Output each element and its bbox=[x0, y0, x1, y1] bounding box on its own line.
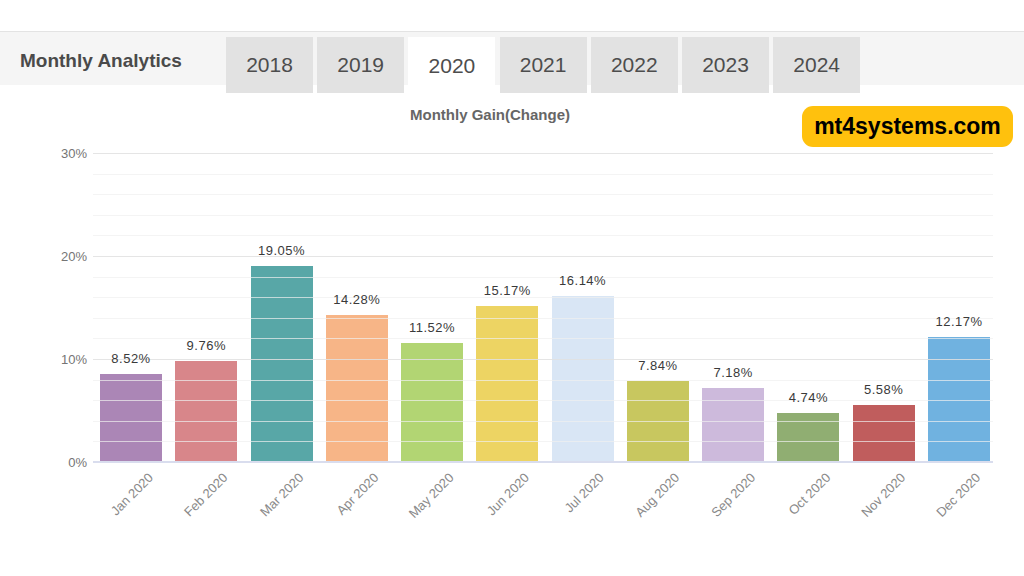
minor-gridline-14pct bbox=[93, 318, 993, 319]
tab-2022[interactable]: 2022 bbox=[591, 37, 678, 93]
value-label-oct-2020: 4.74% bbox=[768, 390, 848, 405]
tab-2024[interactable]: 2024 bbox=[773, 37, 860, 93]
x-axis-tick-apr-2020: Apr 2020 bbox=[334, 470, 382, 518]
bar-apr-2020[interactable] bbox=[326, 315, 388, 462]
major-gridline-10pct bbox=[93, 359, 993, 360]
bar-feb-2020[interactable] bbox=[175, 361, 237, 462]
value-label-jan-2020: 8.52% bbox=[91, 351, 171, 366]
minor-gridline-28pct bbox=[93, 174, 993, 175]
x-axis-tick-sep-2020: Sep 2020 bbox=[708, 470, 758, 520]
y-axis-tick-20%: 20% bbox=[37, 249, 87, 264]
bar-jan-2020[interactable] bbox=[100, 374, 162, 462]
value-label-sep-2020: 7.18% bbox=[693, 365, 773, 380]
major-gridline-30pct bbox=[93, 153, 993, 154]
major-gridline-20pct bbox=[93, 256, 993, 257]
tab-2019[interactable]: 2019 bbox=[317, 37, 404, 93]
x-axis-tick-mar-2020: Mar 2020 bbox=[257, 470, 306, 519]
value-label-mar-2020: 19.05% bbox=[242, 243, 322, 258]
value-label-dec-2020: 12.17% bbox=[919, 314, 999, 329]
minor-gridline-4pct bbox=[93, 421, 993, 422]
minor-gridline-26pct bbox=[93, 194, 993, 195]
bar-jun-2020[interactable] bbox=[476, 306, 538, 462]
value-label-may-2020: 11.52% bbox=[392, 320, 472, 335]
value-label-jul-2020: 16.14% bbox=[543, 273, 623, 288]
x-axis-tick-nov-2020: Nov 2020 bbox=[858, 470, 908, 520]
value-label-jun-2020: 15.17% bbox=[467, 283, 547, 298]
tab-2023[interactable]: 2023 bbox=[682, 37, 769, 93]
minor-gridline-22pct bbox=[93, 235, 993, 236]
minor-gridline-24pct bbox=[93, 215, 993, 216]
tab-2018[interactable]: 2018 bbox=[226, 37, 313, 93]
bar-nov-2020[interactable] bbox=[853, 405, 915, 462]
value-label-nov-2020: 5.58% bbox=[844, 382, 924, 397]
value-label-feb-2020: 9.76% bbox=[166, 338, 246, 353]
x-axis-tick-aug-2020: Aug 2020 bbox=[633, 470, 683, 520]
y-axis-tick-0%: 0% bbox=[37, 455, 87, 470]
watermark-badge[interactable]: mt4systems.com bbox=[802, 106, 1013, 147]
minor-gridline-6pct bbox=[93, 400, 993, 401]
page-title: Monthly Analytics bbox=[20, 50, 182, 72]
minor-gridline-8pct bbox=[93, 380, 993, 381]
x-axis-tick-dec-2020: Dec 2020 bbox=[934, 470, 984, 520]
chart-title: Monthly Gain(Change) bbox=[410, 106, 570, 123]
tab-2020[interactable]: 2020 bbox=[408, 37, 495, 95]
tab-2021[interactable]: 2021 bbox=[500, 37, 587, 93]
x-axis-tick-oct-2020: Oct 2020 bbox=[785, 470, 833, 518]
x-axis-tick-jul-2020: Jul 2020 bbox=[562, 470, 607, 515]
minor-gridline-2pct bbox=[93, 441, 993, 442]
x-axis-tick-jun-2020: Jun 2020 bbox=[484, 470, 532, 518]
value-label-aug-2020: 7.84% bbox=[618, 358, 698, 373]
analytics-widget: Monthly Analytics 2018201920202021202220… bbox=[0, 0, 1024, 576]
bar-sep-2020[interactable] bbox=[702, 388, 764, 462]
y-axis-tick-30%: 30% bbox=[37, 146, 87, 161]
bar-may-2020[interactable] bbox=[401, 343, 463, 462]
x-axis-tick-jan-2020: Jan 2020 bbox=[107, 470, 155, 518]
x-axis-baseline bbox=[93, 461, 993, 463]
bar-mar-2020[interactable] bbox=[251, 266, 313, 462]
y-axis-tick-10%: 10% bbox=[37, 352, 87, 367]
value-label-apr-2020: 14.28% bbox=[317, 292, 397, 307]
x-axis-tick-may-2020: May 2020 bbox=[406, 470, 457, 521]
x-axis-tick-feb-2020: Feb 2020 bbox=[181, 470, 230, 519]
